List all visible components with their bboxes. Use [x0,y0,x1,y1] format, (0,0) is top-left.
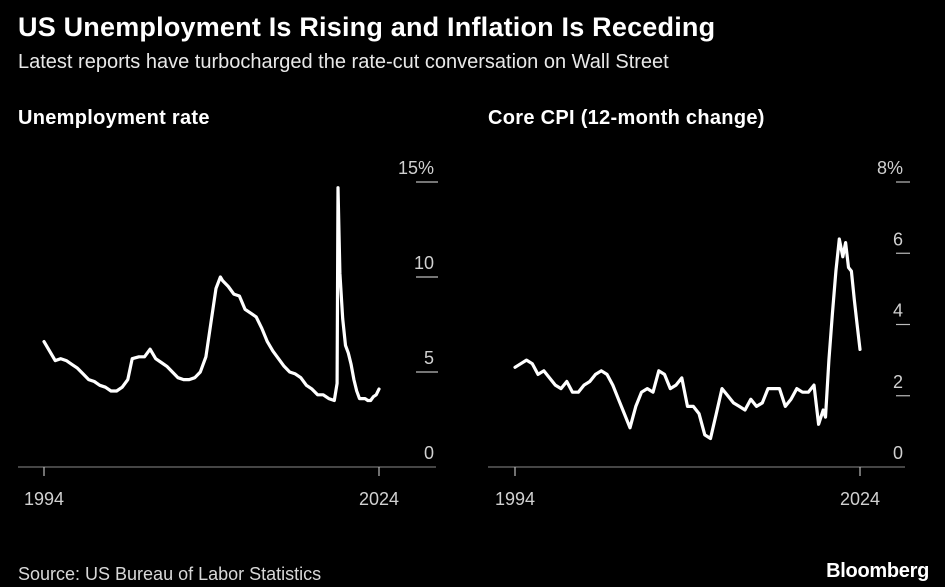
cpi-panel-title: Core CPI (12-month change) [488,107,765,129]
cpi-y-tick-label: 4 [893,301,903,321]
chart-title: US Unemployment Is Rising and Inflation … [18,12,716,42]
unemployment-x-tick-label: 1994 [24,489,64,509]
bloomberg-logo: Bloomberg [826,560,929,582]
cpi-y-tick-label: 2 [893,372,903,392]
unemployment-panel-title: Unemployment rate [18,107,210,129]
source-note: Source: US Bureau of Labor Statistics [18,564,322,584]
cpi-x-tick-label: 2024 [840,489,880,509]
cpi-y-tick-label: 0 [893,443,903,463]
cpi-series-line [513,237,862,441]
unemployment-y-tick-label: 5 [424,348,434,368]
unemployment-series-line [42,186,381,403]
cpi-y-tick-label: 6 [893,229,903,249]
unemployment-y-tick-label: 15% [398,158,434,178]
cpi-x-tick-label: 1994 [495,489,535,509]
chart-subtitle: Latest reports have turbocharged the rat… [18,51,669,73]
cpi-y-tick-label: 8% [877,158,903,178]
unemployment-y-tick-label: 0 [424,443,434,463]
unemployment-y-tick-label: 10 [414,253,434,273]
unemployment-x-tick-label: 2024 [359,489,399,509]
